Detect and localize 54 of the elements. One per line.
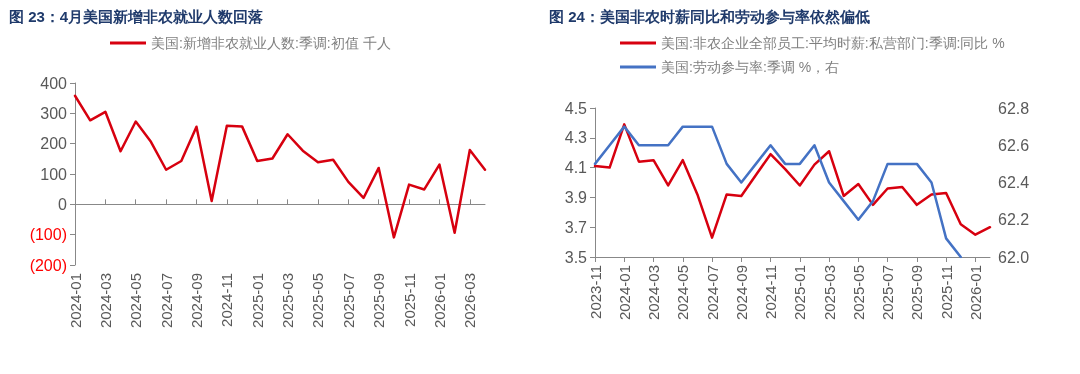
x-tick-label: 2024-11 (218, 273, 236, 327)
x-tick-label: 2025-03 (820, 265, 838, 321)
y-tick-label: 3.7 (564, 218, 588, 236)
y-tick-label: 3.5 (564, 248, 588, 266)
x-tick-label: 2025-07 (339, 273, 357, 329)
y2-tick-label: 62.6 (998, 136, 1030, 154)
y-tick-label: (100) (29, 226, 67, 244)
x-tick-label: 2025-01 (791, 265, 809, 321)
x-tick-label: 2025-11 (937, 265, 955, 319)
y-tick-label: 300 (40, 104, 68, 122)
legend-label: 美国:非农企业全部员工:平均时薪:私营部门:季调:同比 % (661, 35, 1005, 51)
y2-tick-label: 62.4 (998, 174, 1030, 191)
y-tick-label: 200 (40, 135, 68, 153)
legend-label: 美国:劳动参与率:季调 %，右 (661, 59, 840, 75)
x-tick-label: 2024-09 (187, 273, 205, 329)
x-tick-label: 2026-01 (430, 273, 448, 329)
x-tick-label: 2025-01 (248, 273, 266, 329)
x-tick-label: 2024-11 (762, 265, 780, 319)
line-series (593, 123, 992, 239)
x-tick-label: 2025-05 (849, 265, 867, 321)
line-series (593, 125, 962, 259)
x-tick-label: 2026-01 (966, 265, 984, 321)
y2-tick-label: 62.0 (998, 248, 1030, 266)
y-tick-label: 3.9 (564, 188, 588, 206)
x-tick-label: 2023-11 (586, 265, 604, 319)
y-tick-label: 400 (40, 74, 68, 92)
y-tick-label: 4.5 (564, 99, 588, 117)
y2-tick-label: 62.2 (998, 211, 1030, 229)
x-tick-label: 2024-07 (703, 265, 721, 321)
chart-title: 图 23：4月美国新增非农就业人数回落 (9, 8, 265, 25)
x-tick-label: 2025-05 (309, 273, 327, 329)
legend-label: 美国:新增非农就业人数:季调:初值 千人 (151, 35, 391, 51)
x-tick-label: 2024-07 (157, 273, 175, 329)
y-tick-label: 100 (40, 165, 68, 183)
x-tick-label: 2024-01 (66, 273, 84, 329)
x-tick-label: 2024-01 (615, 265, 633, 321)
x-tick-label: 2025-11 (400, 273, 418, 327)
x-tick-label: 2024-05 (127, 273, 145, 329)
chart-title: 图 24：美国非农时薪同比和劳动参与率依然偏低 (549, 8, 870, 25)
y2-tick-label: 62.8 (998, 99, 1030, 117)
y-tick-label: 4.1 (564, 159, 588, 177)
x-tick-label: 2024-05 (674, 265, 692, 321)
x-tick-label: 2025-09 (908, 265, 926, 321)
x-tick-label: 2024-03 (96, 273, 114, 329)
x-tick-label: 2025-03 (279, 273, 297, 329)
x-tick-label: 2026-03 (461, 273, 479, 329)
y-tick-label: (200) (29, 256, 67, 274)
x-tick-label: 2024-03 (645, 265, 663, 321)
y-tick-label: 4.3 (564, 129, 588, 147)
x-tick-label: 2024-09 (732, 265, 750, 321)
y-tick-label: 0 (58, 195, 68, 213)
line-series (73, 94, 487, 239)
x-tick-label: 2025-07 (879, 265, 897, 321)
x-tick-label: 2025-09 (370, 273, 388, 329)
